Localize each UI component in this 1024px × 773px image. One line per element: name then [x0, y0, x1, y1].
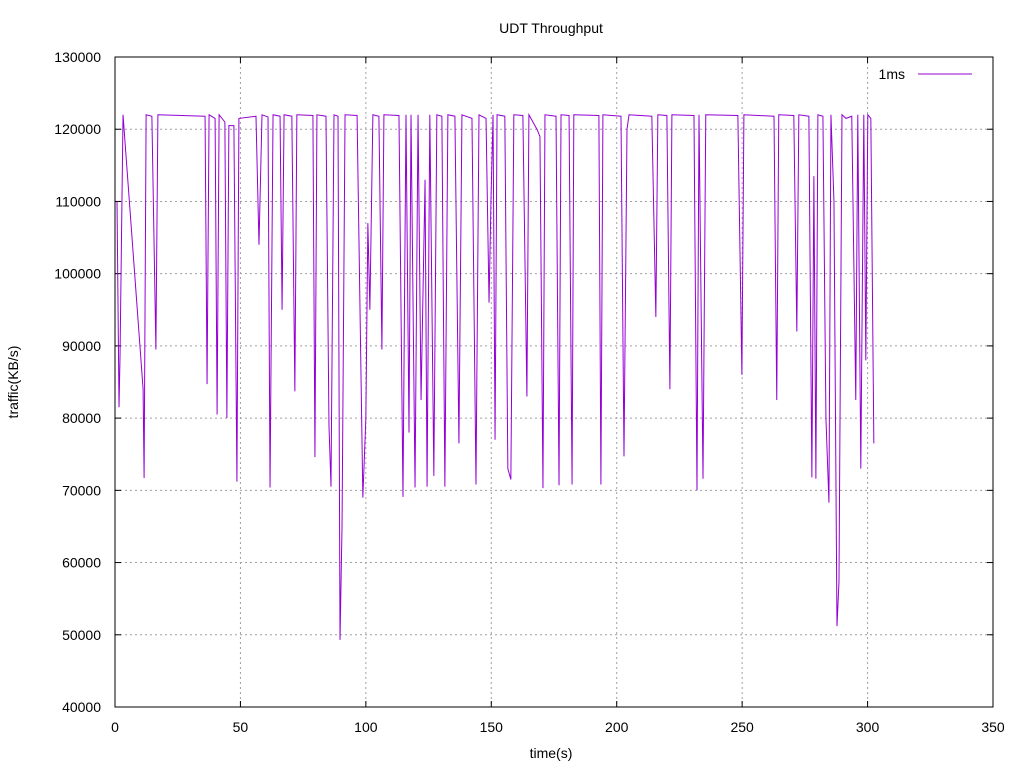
y-tick-label: 70000 — [62, 482, 101, 498]
x-tick-label: 100 — [354, 719, 378, 735]
y-tick-label: 50000 — [62, 627, 101, 643]
y-tick-label: 130000 — [54, 49, 101, 65]
y-tick-label: 40000 — [62, 699, 101, 715]
data-line — [116, 112, 875, 640]
y-tick-label: 110000 — [55, 193, 101, 209]
x-tick-label: 250 — [730, 719, 754, 735]
legend-label: 1ms — [879, 66, 905, 82]
y-axis-label: traffic(KB/s) — [5, 346, 21, 419]
x-tick-label: 0 — [111, 719, 119, 735]
y-tick-label: 120000 — [54, 121, 101, 137]
y-tick-label: 90000 — [62, 338, 101, 354]
chart-title: UDT Throughput — [499, 20, 603, 36]
plot-frame — [114, 56, 994, 708]
x-tick-label: 200 — [605, 719, 629, 735]
x-tick-label: 300 — [856, 719, 880, 735]
y-tick-label: 80000 — [62, 410, 101, 426]
x-tick-label: 350 — [981, 719, 1005, 735]
y-tick-label: 100000 — [54, 266, 101, 282]
y-tick-label: 60000 — [62, 555, 101, 571]
x-tick-label: 150 — [480, 719, 504, 735]
x-axis-label: time(s) — [530, 745, 573, 761]
x-tick-label: 50 — [233, 719, 249, 735]
